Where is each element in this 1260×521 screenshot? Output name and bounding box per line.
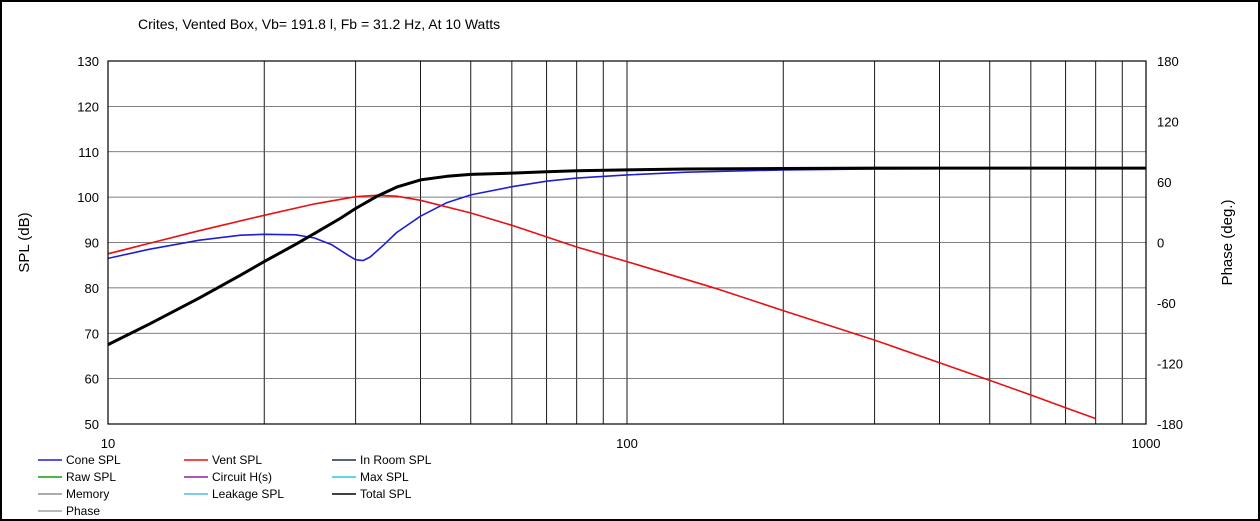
y2-tick-label--60: -60 xyxy=(1157,296,1176,311)
legend: Cone SPL Vent SPL In Room SPL Raw SPL Circui… xyxy=(38,453,432,518)
y2-tick-label-0: 0 xyxy=(1157,236,1164,251)
legend-max-spl-label: Max SPL xyxy=(360,470,409,484)
series-vent-spl xyxy=(107,194,1096,420)
legend-circuit-h-s-label: Circuit H(s) xyxy=(212,470,272,484)
y2-tick-label--120: -120 xyxy=(1157,357,1183,372)
plot-border xyxy=(107,60,1147,425)
y2-tick-label-60: 60 xyxy=(1157,175,1171,190)
tick-labels: 50 60 70 80 90 100 110 120 130 -180 -120 -60 0 60 120 1… xyxy=(77,54,1183,451)
grid xyxy=(108,61,1146,424)
y-tick-label-80: 80 xyxy=(85,281,99,296)
y-tick-label-60: 60 xyxy=(85,372,99,387)
y2-tick-label-120: 120 xyxy=(1157,115,1179,130)
legend-vent-spl-label: Vent SPL xyxy=(212,453,262,467)
legend-phase-label: Phase xyxy=(66,504,100,518)
y2-axis-label: Phase (deg.) xyxy=(1219,200,1236,286)
series-group xyxy=(107,166,1146,420)
y-tick-label-50: 50 xyxy=(85,417,99,432)
y-tick-label-100: 100 xyxy=(77,190,99,205)
y-tick-label-90: 90 xyxy=(85,236,99,251)
x-tick-label-1000: 1000 xyxy=(1132,436,1161,451)
y-tick-label-120: 120 xyxy=(77,99,99,114)
legend-total-spl-label: Total SPL xyxy=(360,487,412,501)
y2-tick-label-180: 180 xyxy=(1157,54,1179,69)
y-tick-label-70: 70 xyxy=(85,326,99,341)
chart-title: Crites, Vented Box, Vb= 191.8 l, Fb = 31… xyxy=(138,16,500,32)
y-tick-label-130: 130 xyxy=(77,54,99,69)
legend-memory-label: Memory xyxy=(66,487,109,501)
y2-tick-label--180: -180 xyxy=(1157,417,1183,432)
legend-raw-spl-label: Raw SPL xyxy=(66,470,116,484)
legend-cone-spl-label: Cone SPL xyxy=(66,453,121,467)
x-tick-label-100: 100 xyxy=(616,436,638,451)
series-cone-spl xyxy=(107,167,1146,262)
series-total-spl xyxy=(107,166,1146,346)
y-axis-label: SPL (dB) xyxy=(16,212,33,272)
legend-leakage-spl-label: Leakage SPL xyxy=(212,487,284,501)
x-tick-label-10: 10 xyxy=(101,436,115,451)
y-tick-label-110: 110 xyxy=(78,145,99,160)
legend-in-room-spl-label: In Room SPL xyxy=(360,453,432,467)
